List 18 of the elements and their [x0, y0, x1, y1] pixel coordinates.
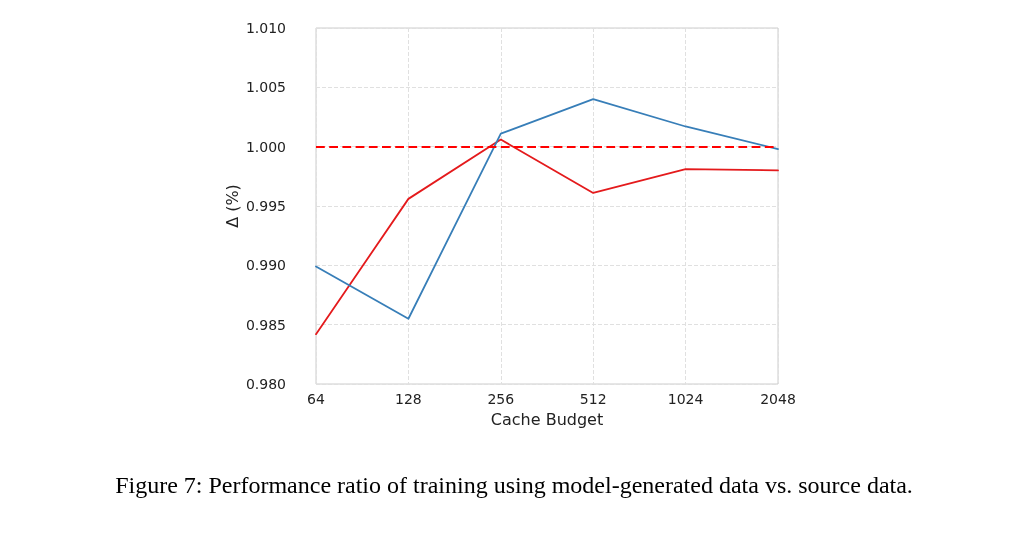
- y-tick-label: 0.985: [245, 316, 286, 333]
- x-tick-label: 2048: [760, 391, 796, 407]
- x-tick-label: 64: [307, 391, 325, 407]
- x-tick-label: 256: [487, 391, 515, 407]
- x-tick-label: 128: [395, 391, 422, 407]
- line-series: [315, 98, 779, 320]
- y-tick-label: 1.000: [245, 138, 286, 155]
- line-series: [315, 138, 779, 336]
- y-tick-label: 0.990: [245, 257, 286, 274]
- x-tick-label: 512: [579, 391, 607, 407]
- y-tick-label: 1.005: [245, 79, 286, 96]
- x-tick-label: 1024: [667, 391, 704, 407]
- y-tick-label: 1.010: [245, 20, 286, 36]
- x-axis-title: Cache Budget: [490, 409, 604, 429]
- caption: Figure 7: Performance ratio of training using model-generated data vs. source data.: [114, 472, 914, 499]
- y-tick-label: 0.980: [245, 376, 286, 392]
- y-tick-label: 0.995: [245, 198, 286, 214]
- y-axis-title: Δ (%): [222, 184, 242, 228]
